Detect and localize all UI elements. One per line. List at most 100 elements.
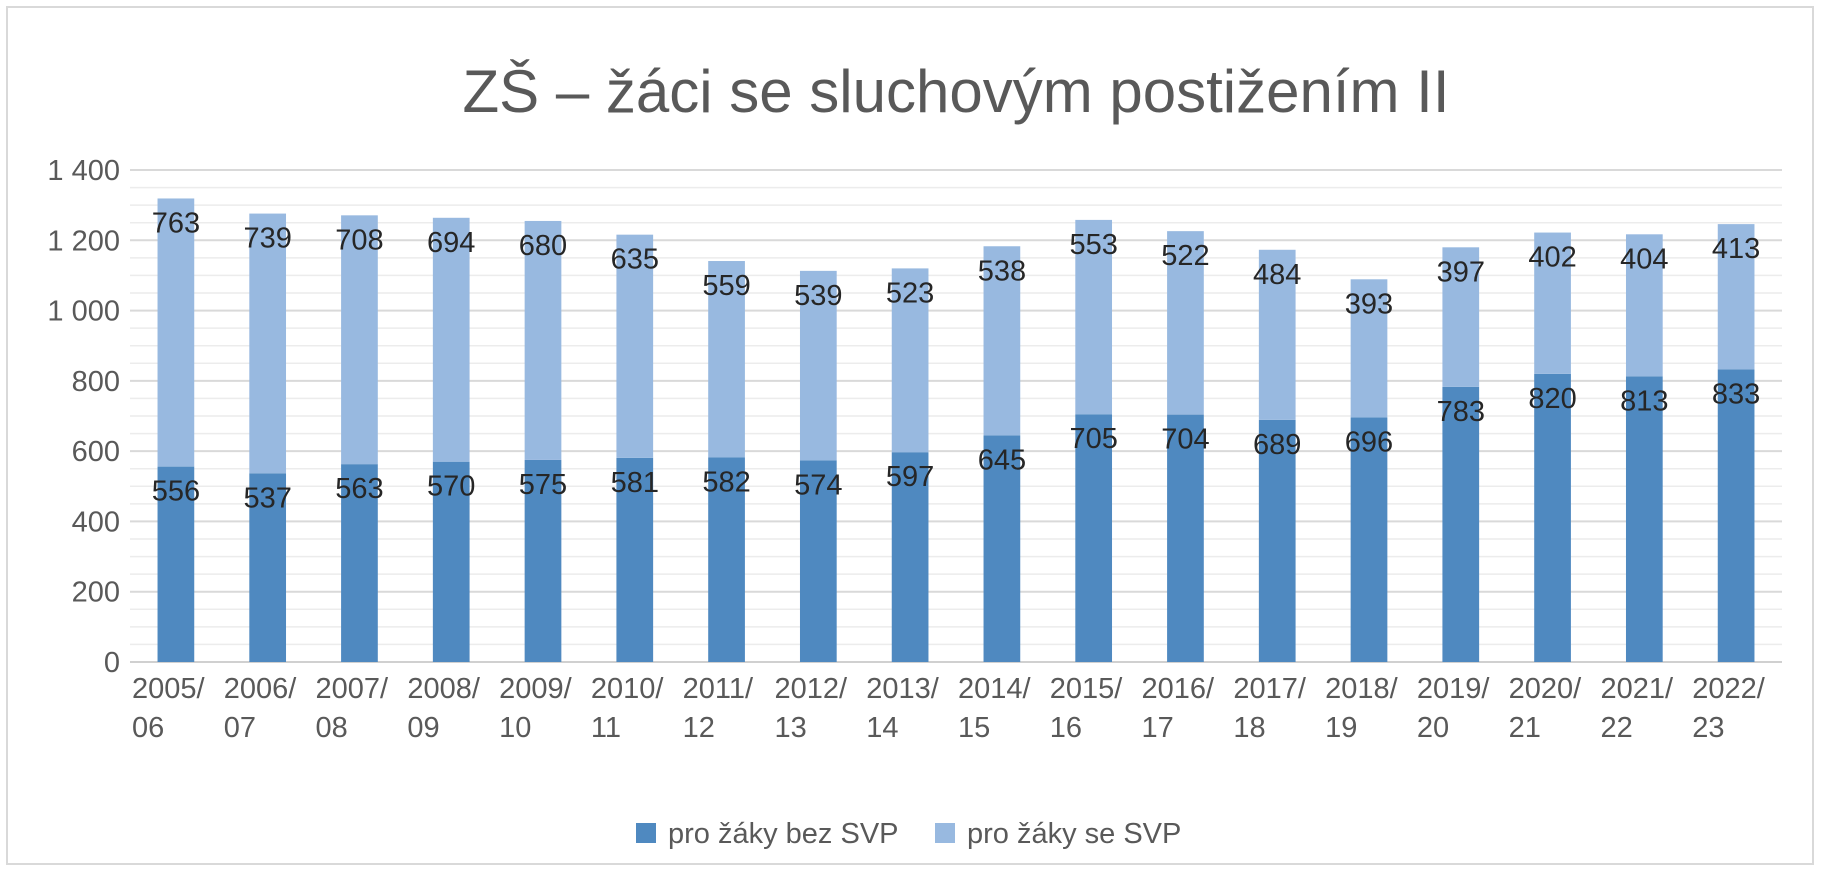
data-label-se-svp: 680 (519, 230, 567, 262)
bar-bez-svp (157, 466, 195, 662)
data-label-se-svp: 413 (1712, 233, 1760, 265)
data-label-se-svp: 539 (794, 280, 842, 312)
y-tick-label: 1 200 (47, 225, 120, 257)
data-label-bez-svp: 833 (1712, 378, 1760, 410)
bar-se-svp (1350, 279, 1388, 418)
x-tick-label: 2013/ (866, 673, 940, 705)
data-label-se-svp: 635 (611, 244, 659, 276)
x-tick-label: 2015/ (1050, 673, 1124, 705)
y-tick-label: 1 000 (47, 296, 120, 328)
data-label-bez-svp: 645 (978, 444, 1026, 476)
data-label-se-svp: 522 (1161, 240, 1209, 272)
bar-bez-svp (983, 435, 1021, 662)
bar-bez-svp (891, 452, 929, 662)
x-tick-label: 2017/ (1233, 673, 1307, 705)
y-tick-label: 200 (72, 577, 120, 609)
x-tick-label: 2009/ (499, 673, 573, 705)
data-label-se-svp: 708 (335, 224, 383, 256)
data-label-bez-svp: 820 (1528, 383, 1576, 415)
x-tick-label: 2010/ (591, 673, 665, 705)
bars (157, 198, 1755, 662)
x-tick-label: 15 (958, 712, 990, 744)
bar-bez-svp (1258, 419, 1296, 662)
data-label-bez-svp: 563 (335, 473, 383, 505)
bar-se-svp (1258, 249, 1296, 420)
x-tick-label: 18 (1233, 712, 1265, 744)
bar-bez-svp (1717, 369, 1755, 662)
legend-swatch (636, 823, 656, 843)
bar-se-svp (524, 220, 562, 460)
data-label-bez-svp: 570 (427, 471, 475, 503)
bar-bez-svp (1075, 414, 1113, 662)
bar-se-svp (799, 270, 837, 461)
x-tick-label: 2014/ (958, 673, 1032, 705)
data-label-bez-svp: 582 (702, 466, 750, 498)
x-tick-label: 19 (1325, 712, 1357, 744)
data-label-bez-svp: 705 (1069, 423, 1117, 455)
x-tick-label: 2016/ (1142, 673, 1216, 705)
x-tick-label: 11 (591, 712, 621, 744)
data-label-se-svp: 484 (1253, 259, 1301, 291)
x-tick-label: 20 (1417, 712, 1449, 744)
bar-bez-svp (524, 459, 562, 662)
bar-se-svp (1534, 232, 1571, 374)
x-tick-label: 2011/ (683, 673, 754, 705)
bar-bez-svp (1167, 414, 1204, 662)
bar-se-svp (1442, 247, 1480, 387)
legend-label: pro žáky bez SVP (668, 818, 899, 850)
data-labels: 556 763 537 739 563 708 570 694 575 680 581 635 582 5… (152, 207, 1761, 514)
legend: pro žáky bez SVP pro žáky se SVP (636, 818, 1181, 850)
x-tick-label: 2006/ (224, 673, 298, 705)
x-tick-label: 2018/ (1325, 673, 1399, 705)
gridlines (130, 169, 1782, 663)
bar-se-svp (432, 217, 470, 462)
bar-bez-svp (1442, 386, 1480, 662)
bar-se-svp (1717, 224, 1755, 370)
bar-se-svp (1625, 234, 1663, 377)
bar-se-svp (1075, 219, 1113, 415)
x-tick-label: 17 (1142, 712, 1174, 744)
x-tick-label: 08 (316, 712, 348, 744)
data-label-se-svp: 523 (886, 277, 934, 309)
x-tick-label: 12 (683, 712, 715, 744)
legend-swatch (935, 823, 955, 843)
data-label-se-svp: 538 (978, 255, 1026, 287)
x-tick-label: 13 (774, 712, 806, 744)
x-tick-label: 2007/ (316, 673, 390, 705)
data-label-bez-svp: 581 (611, 467, 659, 499)
data-label-bez-svp: 696 (1345, 426, 1393, 458)
bar-se-svp (983, 246, 1021, 436)
bar-bez-svp (1534, 373, 1571, 662)
bar-bez-svp (616, 457, 654, 662)
x-tick-label: 2022/ (1692, 673, 1766, 705)
data-label-bez-svp: 556 (152, 476, 200, 508)
data-label-bez-svp: 689 (1253, 429, 1301, 461)
x-tick-label: 06 (132, 712, 164, 744)
data-label-bez-svp: 537 (243, 482, 291, 514)
data-label-se-svp: 402 (1528, 242, 1576, 274)
x-tick-label: 2020/ (1509, 673, 1583, 705)
data-label-bez-svp: 575 (519, 469, 567, 501)
x-tick-label: 2019/ (1417, 673, 1491, 705)
bar-bez-svp (708, 457, 745, 662)
data-label-bez-svp: 704 (1161, 424, 1209, 456)
x-tick-label: 23 (1692, 712, 1724, 744)
x-tick-label: 2012/ (774, 673, 848, 705)
y-tick-label: 0 (104, 647, 120, 679)
x-tick-label: 2005/ (132, 673, 206, 705)
y-axis: 0 200 400 600 800 1 000 1 200 1 400 (47, 155, 120, 679)
x-tick-label: 09 (407, 712, 439, 744)
bar-se-svp (157, 198, 195, 467)
data-label-se-svp: 553 (1069, 229, 1117, 261)
bar-bez-svp (432, 461, 470, 662)
y-tick-label: 400 (72, 506, 120, 538)
y-tick-label: 600 (72, 436, 120, 468)
x-tick-label: 10 (499, 712, 531, 744)
bar-se-svp (249, 213, 287, 474)
data-label-se-svp: 397 (1437, 256, 1485, 288)
data-label-bez-svp: 574 (794, 469, 842, 501)
y-tick-label: 1 400 (47, 155, 120, 187)
data-label-se-svp: 763 (152, 207, 200, 239)
data-label-bez-svp: 813 (1620, 385, 1668, 417)
